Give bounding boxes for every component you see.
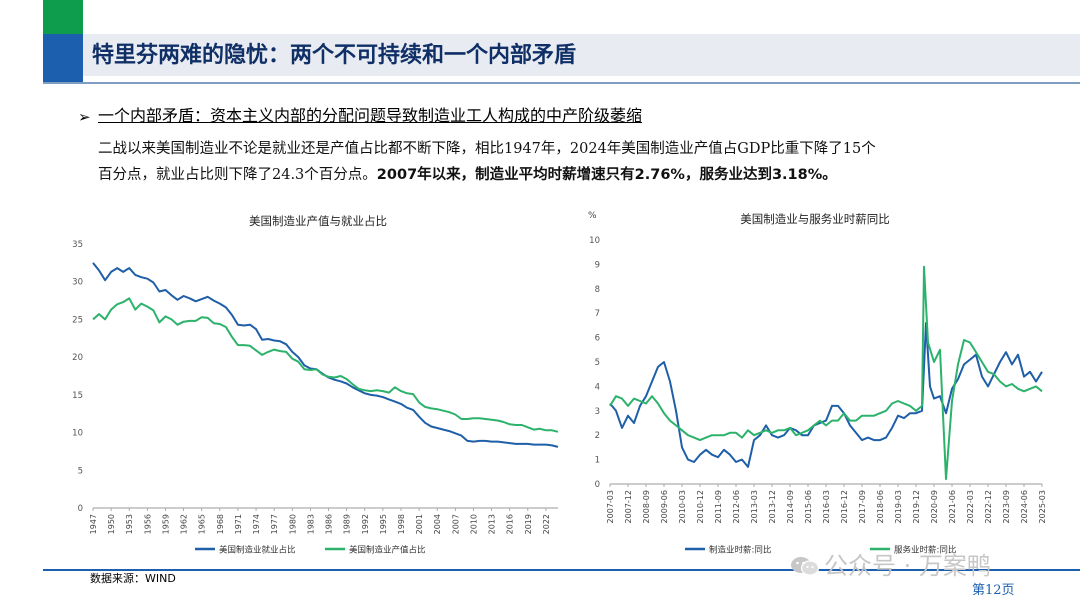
bullet-arrow-icon: ➢ xyxy=(78,108,91,126)
body-paragraph: 二战以来美国制造业不论是就业还是产值占比都不断下降，相比1947年，2024年美… xyxy=(98,136,1060,188)
chart2-x-tick-label: 2020-09 xyxy=(930,490,939,523)
page-title: 特里芬两难的隐忧：两个不可持续和一个内部矛盾 xyxy=(92,43,577,68)
body-line-2-bold: 2007年以来，制造业平均时薪增速只有2.76%，服务业达到3.18%。 xyxy=(376,167,837,183)
chart1-y-tick-label: 35 xyxy=(72,240,83,250)
chart2-y-tick-label: 9 xyxy=(595,260,600,270)
chart2-x-tick-label: 2010-03 xyxy=(678,490,687,523)
chart2-y-tick-label: 2 xyxy=(595,431,600,441)
page-number: 第12页 xyxy=(972,583,1015,598)
chart2-legend-label-2: 服务业时薪:同比 xyxy=(894,545,956,556)
chart1-x-tick-label: 1989 xyxy=(343,514,352,534)
wechat-icon xyxy=(791,557,820,576)
watermark-text: 公众号 · 万案鸭 xyxy=(824,552,991,580)
brand-block-blue xyxy=(43,34,83,84)
chart1-y-tick-label: 0 xyxy=(78,504,83,514)
chart2-x-tick-label: 2011-09 xyxy=(714,490,723,523)
chart1-x-tick-label: 1953 xyxy=(125,514,134,534)
chart2-legend-label-1: 制造业时薪:同比 xyxy=(709,545,771,556)
chart2-x-tick-label: 2024-06 xyxy=(1020,490,1029,523)
chart1-x-tick-label: 1983 xyxy=(306,514,315,534)
bullet-heading: 一个内部矛盾：资本主义内部的分配问题导致制造业工人构成的中产阶级萎缩 xyxy=(98,106,643,125)
chart1-x-tick-label: 2019 xyxy=(524,514,533,534)
chart2-x-tick-label: 2015-06 xyxy=(804,490,813,523)
chart2-x-tick-label: 2009-06 xyxy=(660,490,669,523)
chart2-x-tick-label: 2010-12 xyxy=(696,490,705,523)
chart1-x-tick-label: 1968 xyxy=(216,514,225,534)
chart2-y-tick-label: 7 xyxy=(595,309,600,319)
chart1-x-tick-label: 2001 xyxy=(415,514,424,534)
chart1-legend-label-1: 美国制造业就业占比 xyxy=(219,545,296,556)
chart2-x-tick-label: 2008-09 xyxy=(642,490,651,523)
chart2-x-tick-label: 2019-12 xyxy=(912,490,921,523)
chart2-x-tick-label: 2019-03 xyxy=(894,490,903,523)
chart2-x-tick-label: 2023-09 xyxy=(1002,490,1011,523)
chart2-title: 美国制造业与服务业时薪同比 xyxy=(740,212,890,226)
brand-block-green xyxy=(43,0,83,34)
chart2-x-tick-label: 2014-09 xyxy=(786,490,795,523)
chart1-x-tick-label: 1977 xyxy=(270,514,279,534)
data-source-note: 数据来源：WIND xyxy=(90,572,176,585)
chart2-x-tick-label: 2016-12 xyxy=(840,490,849,523)
body-line-2: 百分点，就业占比则下降了24.3个百分点。2007年以来，制造业平均时薪增速只有… xyxy=(98,162,1060,188)
chart2-x-tick-label: 2007-03 xyxy=(606,490,615,523)
chart1-x-tick-label: 1947 xyxy=(89,514,98,534)
chart1-y-tick-label: 15 xyxy=(72,391,83,401)
chart2-x-tick-label: 2025-03 xyxy=(1038,490,1047,523)
chart2-series-2-line xyxy=(609,265,1043,481)
chart1-x-tick-label: 1995 xyxy=(379,514,388,534)
body-line-1: 二战以来美国制造业不论是就业还是产值占比都不断下降，相比1947年，2024年美… xyxy=(98,141,876,157)
chart2-y-tick-label: 3 xyxy=(595,407,600,417)
chart2-x-tick-label: 2021-06 xyxy=(948,490,957,523)
chart1-x-tick-label: 1950 xyxy=(107,514,116,534)
chart1-x-tick-label: 1971 xyxy=(234,514,243,534)
chart2-x-tick-label: 2016-03 xyxy=(822,490,831,523)
chart2-y-tick-label: 1 xyxy=(595,456,600,466)
chart2-y-tick-label: 4 xyxy=(595,382,600,392)
chart2-series-1-line xyxy=(609,322,1043,468)
chart2-x-tick-label: 2022-03 xyxy=(966,490,975,523)
chart1-y-tick-label: 20 xyxy=(72,353,83,363)
chart1-x-tick-label: 1956 xyxy=(143,514,152,534)
chart1-series-2-line xyxy=(92,297,559,433)
chart1-x-tick-label: 1974 xyxy=(252,514,261,534)
chart2-y-tick-label: 0 xyxy=(595,480,600,490)
chart2-y-tick-label: 6 xyxy=(595,334,600,344)
chart2-y-tick-label: 10 xyxy=(589,236,600,246)
chart1-x-tick-label: 1980 xyxy=(288,514,297,534)
chart2-x-tick-label: 2013-12 xyxy=(768,490,777,523)
chart2-x-tick-label: 2012-06 xyxy=(732,490,741,523)
chart1-x-tick-label: 2016 xyxy=(506,514,515,534)
chart1-legend-label-2: 美国制造业产值占比 xyxy=(349,545,426,556)
body-line-2-plain: 百分点，就业占比则下降了24.3个百分点。 xyxy=(98,167,377,183)
chart1-x-tick-label: 1992 xyxy=(361,514,370,534)
chart1-x-tick-label: 1986 xyxy=(325,514,334,534)
chart2-x-tick-label: 2018-06 xyxy=(876,490,885,523)
chart2-x-tick-label: 2007-12 xyxy=(624,490,633,523)
header-bar xyxy=(83,34,1080,76)
chart2-y-tick-label: 5 xyxy=(595,358,600,368)
chart2-y-tick-label: 8 xyxy=(595,285,600,295)
chart1-y-tick-label: 5 xyxy=(78,466,83,476)
chart1-y-tick-label: 25 xyxy=(72,315,83,325)
chart2-x-tick-label: 2017-09 xyxy=(858,490,867,523)
chart1-x-tick-label: 1965 xyxy=(198,514,207,534)
chart1-title: 美国制造业产值与就业占比 xyxy=(249,214,387,228)
chart1-x-tick-label: 1998 xyxy=(397,514,406,534)
header-divider xyxy=(43,82,1080,84)
chart2-x-tick-label: 2022-12 xyxy=(984,490,993,523)
chart1-x-tick-label: 1962 xyxy=(180,514,189,534)
chart1-y-tick-label: 10 xyxy=(72,429,83,439)
chart2-x-tick-label: 2013-03 xyxy=(750,490,759,523)
footer-divider xyxy=(43,569,1080,571)
chart1-x-tick-label: 2007 xyxy=(451,514,460,534)
chart1-x-tick-label: 2010 xyxy=(469,514,478,534)
chart1-x-tick-label: 2013 xyxy=(488,514,497,534)
chart1-x-tick-label: 2004 xyxy=(433,514,442,534)
chart1-x-tick-label: 2022 xyxy=(542,514,551,534)
chart1-y-tick-label: 30 xyxy=(72,278,83,288)
watermark: 公众号 · 万案鸭 xyxy=(790,552,991,580)
chart2-y-unit: % xyxy=(588,211,597,221)
chart1-x-tick-label: 1959 xyxy=(161,514,170,534)
